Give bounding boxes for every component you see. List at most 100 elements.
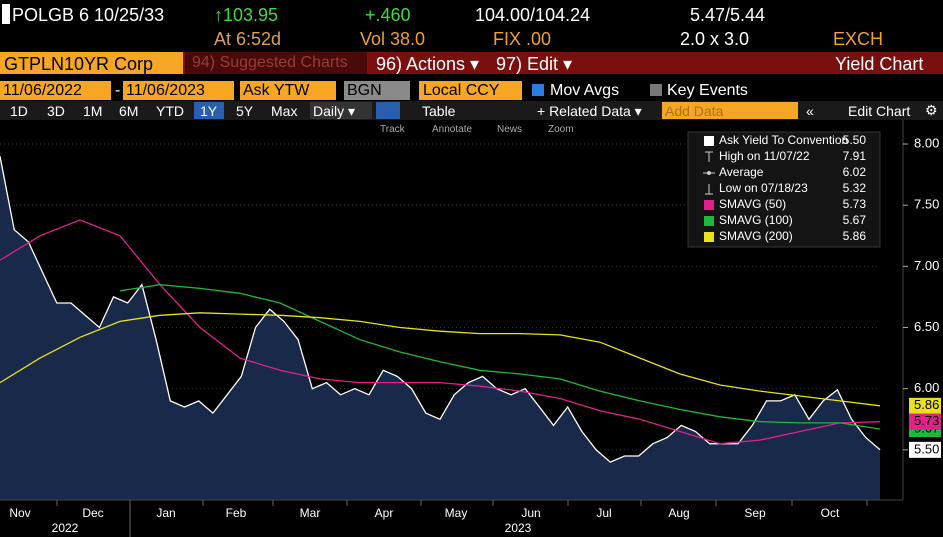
checkbox-off[interactable] [650,84,662,96]
legend-label: SMAVG (100) [719,213,793,227]
last-tag [909,397,941,414]
field-box[interactable] [240,81,336,100]
suggested-box[interactable] [185,52,367,74]
legend-value: 5.73 [843,197,867,211]
start-box[interactable] [0,81,111,100]
legend-value: 5.50 [843,133,867,147]
field[interactable]: Ask YTW [243,82,310,99]
series-line [0,312,881,407]
fix: FIX .00 [493,29,552,49]
x-tick-label: Oct [821,506,840,520]
chart: 5.506.006.507.007.508.005.675.865.735.50… [0,120,941,537]
legend-label: Average [719,165,764,179]
legend-value: 6.02 [843,165,867,179]
legend-swatch [704,216,714,226]
mov-avgs[interactable]: Mov Avgs [550,82,620,99]
legend-label: Low on 07/18/23 [719,181,808,195]
legend-swatch [704,232,714,242]
period[interactable]: 6M [119,103,139,119]
legend-label: SMAVG (200) [719,229,793,243]
end-date[interactable]: 11/06/2023 [126,82,205,99]
series-line [0,156,881,463]
period[interactable]: 1M [83,103,103,119]
add-data[interactable]: Add Data [665,103,724,119]
checkbox-on[interactable] [532,84,544,96]
related-data[interactable]: + Related Data ▾ [537,103,642,119]
y-tick-label: 7.50 [914,197,939,212]
yields: 5.47/5.44 [690,5,766,25]
x-tick-label: Nov [9,506,30,520]
period-selected[interactable] [194,102,224,119]
security-box[interactable] [0,52,183,74]
tool[interactable]: Zoom [548,124,574,135]
page-title: Yield Chart [835,54,924,74]
key-events[interactable]: Key Events [667,82,748,99]
period[interactable]: 1Y [200,103,218,119]
tool[interactable]: Annotate [432,124,473,135]
actions[interactable]: 96) Actions ▾ [376,54,480,74]
y-tick-label: 8.00 [914,135,939,150]
x-tick-label: Sep [744,506,766,520]
y-tick-label: 6.00 [914,380,939,395]
time: At 6:52d [214,29,282,49]
legend-value: 5.32 [843,181,867,195]
marker [707,171,711,175]
change: +.460 [365,5,411,25]
tool[interactable]: News [497,124,523,135]
x-tick-label: Jul [596,506,611,520]
series-line [119,284,881,430]
frequency-box[interactable] [310,102,372,119]
x-tick-label: Apr [375,506,394,520]
suggested[interactable]: 94) Suggested Charts [192,54,348,71]
source: EXCH [833,29,884,49]
x-tick-label: Mar [300,506,321,520]
x-tick-label: Feb [226,506,247,520]
add-data-box[interactable] [662,102,798,119]
period[interactable]: YTD [156,103,184,119]
size: 2.0 x 3.0 [680,29,750,49]
year-label: 2023 [505,521,532,535]
price: ↑103.95 [214,5,279,25]
volume: Vol 38.0 [360,29,426,49]
edit-chart[interactable]: Edit Chart [848,103,911,119]
cursor [2,4,10,24]
start-date[interactable]: 11/06/2022 [3,82,82,99]
ticker: POLGB 6 10/25/33 [12,5,165,25]
edit[interactable]: 97) Edit ▾ [496,54,573,74]
period[interactable]: 5Y [236,103,254,119]
year-label: 2022 [52,521,79,535]
currency[interactable]: Local CCY [423,82,500,99]
collapse[interactable]: « [806,103,814,119]
table[interactable]: Table [422,103,456,119]
legend-value: 7.91 [843,149,867,163]
y-tick-label: 7.00 [914,258,939,273]
last-tag [909,413,941,430]
last-tag-label: 5.86 [914,397,939,412]
legend-value: 5.67 [843,213,867,227]
bid-ask: 104.00/104.24 [475,5,591,25]
legend-box [687,131,881,248]
last-tag-label: 5.73 [914,413,939,428]
period[interactable]: 3D [47,103,65,119]
toolbar [0,101,943,120]
settings[interactable]: ⚙ [925,102,938,118]
x-tick-label: Jan [156,506,175,520]
tool[interactable]: Track [380,124,405,135]
x-tick-label: May [445,506,468,520]
pricing[interactable]: BGN [347,82,382,99]
legend-label: Ask Yield To Convention [719,133,848,147]
security[interactable]: GTPLN10YR Corp [4,54,154,74]
date-dash: - [115,82,121,99]
frequency[interactable]: Daily ▾ [313,103,356,119]
currency-box[interactable] [419,81,522,100]
series-line [0,219,881,445]
last-tag [909,441,941,458]
pricing-box[interactable] [344,81,410,100]
end-box[interactable] [123,81,234,100]
period[interactable]: Max [271,103,298,119]
period[interactable]: 1D [10,103,28,119]
legend-value: 5.86 [843,229,867,243]
chart-icon[interactable] [376,102,400,119]
y-tick-label: 6.50 [914,319,939,334]
